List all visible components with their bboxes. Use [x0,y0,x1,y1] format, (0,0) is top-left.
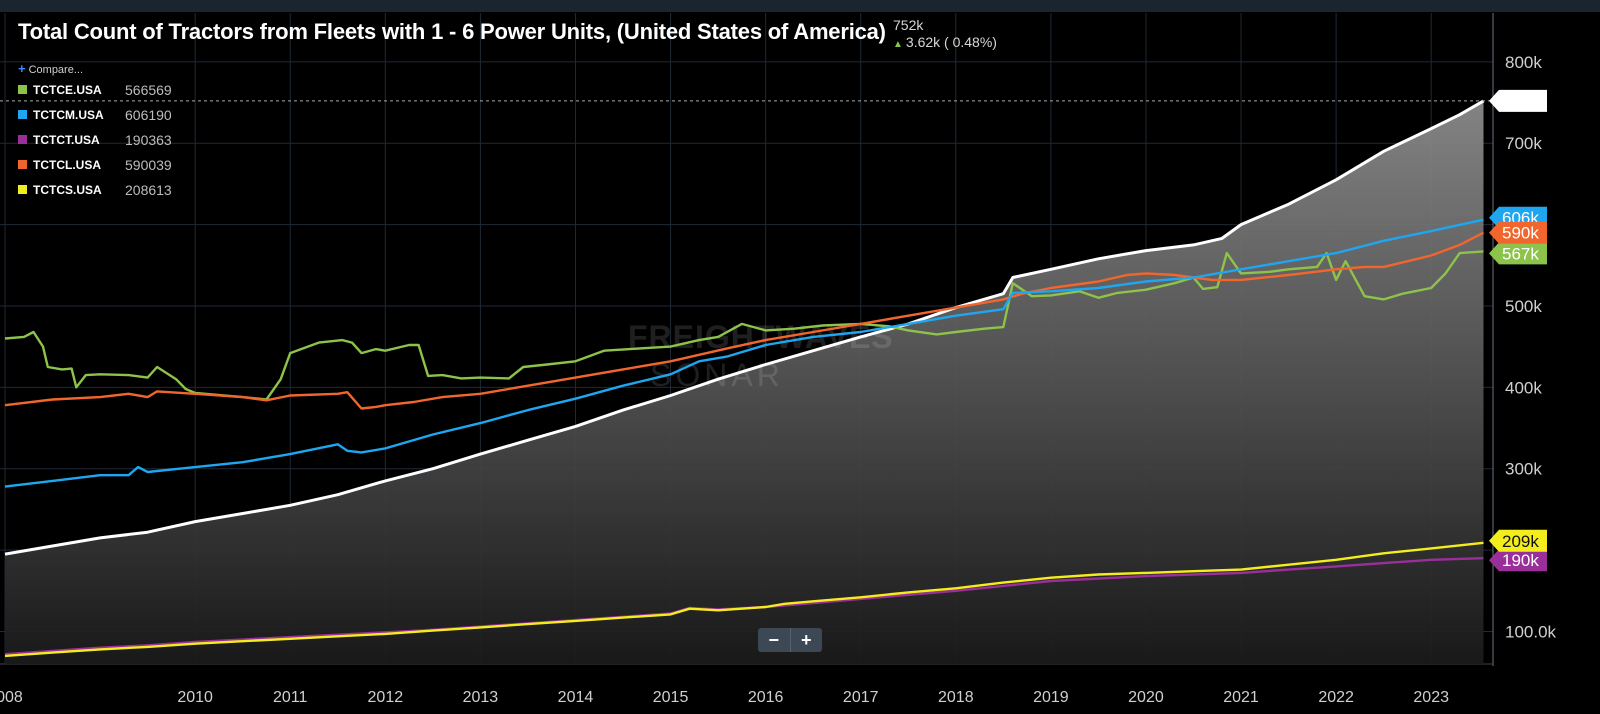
legend-item-tctcm[interactable]: TCTCM.USA 606190 [18,102,172,127]
legend-series-value: 208613 [125,181,172,198]
x-tick-label: 2013 [463,689,499,706]
tag-shape [1489,221,1547,244]
legend-swatch [18,85,27,94]
legend-series-value: 566569 [125,81,172,98]
legend-series-value: 190363 [125,131,172,148]
zoom-in-button[interactable]: + [800,629,812,650]
compare-label: Compare... [28,64,84,76]
legend-series-name: TCTCL.USA [33,157,101,172]
y-tick-label: 300k [1505,460,1542,479]
legend-item-tctcs[interactable]: TCTCS.USA 208613 [18,177,172,202]
x-axis: 2008 2010 2011 2012 2013 2014 2015 2016 2017 2018… [0,689,1449,706]
legend-swatch [18,185,27,194]
x-tick-label: 2017 [843,689,879,706]
tag-label: 190k [1502,551,1539,570]
x-tick-label: 2018 [938,689,974,706]
plus-icon: + [18,61,26,76]
x-tick-label: 2020 [1128,689,1164,706]
tag-shape [1489,549,1547,572]
last-value-tag-tctce: 567k [1489,242,1547,265]
current-value: 752k [893,17,924,33]
zoom-out-button[interactable]: − [768,629,779,650]
legend-series-name: TCTCS.USA [33,182,102,197]
x-tick-label: 2012 [368,689,404,706]
legend-item-tctct[interactable]: TCTCT.USA 190363 [18,127,172,152]
value-change-text: 3.62k ( 0.48%) [905,34,997,50]
total-area [5,100,1484,664]
last-value-tag-tctcl: 590k [1489,221,1547,244]
legend-series-name: TCTCT.USA [33,132,100,147]
x-tick-label: 2008 [0,689,23,706]
legend-series-name: TCTCM.USA [33,107,104,122]
tag-label: 752k [1502,92,1539,111]
x-tick-label: 2016 [748,689,784,706]
up-arrow-icon: ▲ [893,39,903,50]
legend-series-value: 590039 [125,156,172,173]
tag-label: 567k [1502,244,1539,263]
tag-shape [1489,529,1547,552]
y-tick-label: 700k [1505,134,1542,153]
legend-swatch [18,135,27,144]
series-line-tctcl [4,231,1485,410]
last-value-tag-tctct: 190k [1489,549,1547,572]
series-line-tctcs [4,541,1484,658]
last-value-tag-tctcs: 209k [1489,529,1547,552]
x-tick-label: 2023 [1413,689,1449,706]
x-tick-label: 2022 [1318,689,1354,706]
series-line-total [4,99,1485,556]
zoom-control: − + [758,628,822,652]
x-tick-label: 2015 [653,689,689,706]
compare-button[interactable]: + Compare... [18,61,83,76]
value-change: ▲ 3.62k ( 0.48%) [893,34,997,50]
total-area-fill [5,100,1484,664]
x-tick-label: 2010 [177,689,213,706]
x-tick-label: 2019 [1033,689,1069,706]
series-line-tctcm [4,218,1484,488]
y-tick-label: 100.0k [1505,622,1557,641]
legend-item-tctce[interactable]: TCTCE.USA 566569 [18,77,172,102]
series-line-tctce [4,250,1484,401]
x-tick-label: 2021 [1223,689,1259,706]
y-tick-label: 400k [1505,378,1542,397]
y-tick-label: 800k [1505,53,1542,72]
tag-label: 590k [1502,224,1539,243]
tag-shape [1489,242,1547,265]
legend-swatch [18,110,27,119]
legend-series-value: 606190 [125,106,172,123]
x-tick-label: 2011 [273,689,308,706]
tag-label: 209k [1502,532,1539,551]
legend-series-name: TCTCE.USA [33,82,102,97]
legend-item-tctcl[interactable]: TCTCL.USA 590039 [18,152,172,177]
y-axis: 100.0k 300k 400k 500k 700k 800k [1505,53,1557,642]
x-tick-label: 2014 [558,689,594,706]
series-lines [4,99,1485,658]
legend-swatch [18,160,27,169]
y-tick-label: 500k [1505,297,1542,316]
zoom-divider [789,628,791,652]
chart-title: Total Count of Tractors from Fleets with… [18,19,886,44]
legend: TCTCE.USA 566569 TCTCM.USA 606190 TCTCT.… [18,77,172,202]
watermark: FREIGHTWAVES SONAR [628,319,893,393]
last-value-tag-total: 752k [1489,89,1547,112]
tag-shape [1489,89,1547,112]
top-bar [0,0,1600,12]
